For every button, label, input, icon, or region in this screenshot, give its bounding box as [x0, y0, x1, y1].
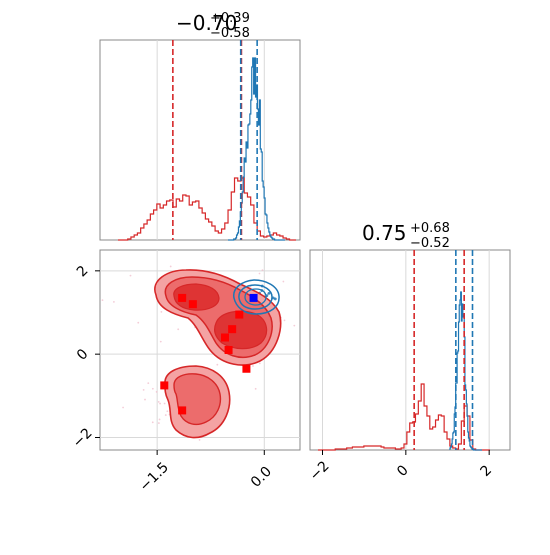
noise-sample: [293, 324, 296, 327]
noise-sample: [283, 319, 286, 322]
y-marginal-ticks: −2 0 2: [307, 450, 495, 484]
blue-contours: [233, 279, 280, 315]
noise-sample: [254, 387, 257, 390]
red-contour-inner-upper-left: [173, 283, 220, 311]
blue-square-marker: [249, 293, 258, 302]
red-contour-mid-lower: [173, 373, 222, 426]
y-marginal-panel: −2 0 2 0.75 +0.68 −0.52: [307, 221, 511, 484]
y-marginal-x-tick-label: 2: [478, 462, 496, 480]
noise-sample: [282, 280, 285, 283]
x-marginal-panel: −0.70 +0.39 −0.58: [99, 11, 301, 241]
noise-sample: [159, 340, 162, 343]
noise-sample: [159, 402, 161, 405]
noise-sample: [252, 365, 254, 367]
noise-sample: [144, 398, 146, 401]
noise-sample: [258, 362, 261, 365]
red-histogram: [318, 383, 490, 451]
blue-sample: [273, 297, 277, 301]
y-marginal-title-lower-error: −0.52: [410, 236, 450, 251]
joint-panel: −1.5 0.0 2 0 −2: [70, 249, 301, 495]
red-square-marker: [242, 364, 251, 373]
noise-sample: [129, 274, 132, 277]
red-square-marker: [221, 333, 229, 342]
red-square-marker: [188, 300, 197, 309]
noise-sample: [216, 363, 219, 366]
x-marginal-title-lower-error: −0.58: [210, 26, 250, 41]
joint-y-tick-label: 2: [74, 263, 92, 281]
noise-sample: [160, 310, 163, 313]
joint-x-tick-label: 0.0: [248, 464, 275, 491]
y-marginal-grid: [322, 250, 490, 450]
y-marginal-title-upper-error: +0.68: [410, 221, 450, 236]
noise-sample: [169, 265, 172, 268]
red-square-marker: [178, 406, 187, 415]
joint-y-tick-label: 0: [74, 346, 92, 364]
red-square-marker: [228, 325, 237, 334]
noise-sample: [151, 421, 154, 424]
y-marginal-marks: [318, 250, 490, 451]
x-marginal-marks: [118, 40, 296, 241]
noise-sample: [122, 406, 124, 409]
noise-sample: [198, 439, 201, 441]
noise-sample: [142, 388, 145, 391]
joint-markers: [160, 293, 258, 415]
red-square-marker: [178, 293, 187, 302]
joint-y-tick-label: −2: [70, 425, 96, 451]
noise-sample: [151, 387, 154, 390]
noise-sample: [164, 414, 167, 416]
noise-sample: [101, 299, 104, 302]
y-marginal-title: 0.75: [362, 221, 407, 245]
red-square-marker: [235, 310, 244, 319]
noise-sample: [166, 410, 169, 413]
noise-sample: [112, 301, 115, 303]
y-marginal-x-tick-label: −2: [307, 458, 333, 484]
red-square-marker: [160, 381, 169, 390]
y-marginal-frame: [309, 249, 511, 451]
y-marginal-x-tick-label: 0: [394, 462, 412, 480]
blue-sample: [267, 291, 271, 295]
blue-histogram: [228, 57, 285, 241]
noise-sample: [261, 269, 264, 272]
x-marginal-title: −0.70: [176, 11, 237, 35]
red-square-marker: [224, 346, 233, 354]
joint-x-tick-label: −1.5: [137, 459, 172, 494]
x-marginal-title-upper-error: +0.39: [210, 11, 250, 26]
noise-sample: [147, 382, 150, 385]
noise-sample: [137, 321, 140, 324]
noise-sample: [163, 402, 166, 405]
red-histogram: [118, 177, 296, 241]
noise-sample: [258, 272, 261, 275]
noise-sample: [157, 422, 160, 424]
x-marginal-frame: [99, 39, 301, 241]
noise-sample: [157, 400, 160, 403]
noise-sample: [158, 418, 161, 421]
noise-sample: [177, 328, 180, 331]
noise-sample: [155, 390, 158, 393]
